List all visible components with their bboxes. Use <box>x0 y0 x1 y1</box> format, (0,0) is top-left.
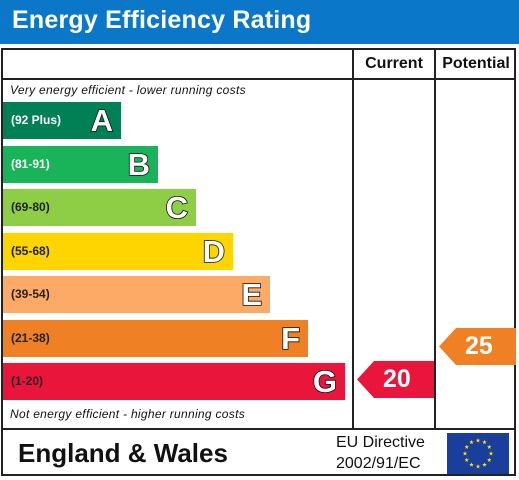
band-range-label: (39-54) <box>11 287 50 301</box>
eu-star-icon <box>486 457 492 462</box>
rating-band-g: (1-20) G <box>3 363 345 400</box>
rating-table-frame <box>1 48 516 476</box>
bottom-efficiency-note: Not energy efficient - higher running co… <box>10 407 246 421</box>
band-letter: D <box>202 233 226 270</box>
eu-flag-stars <box>462 438 494 469</box>
current-column-divider <box>352 48 354 430</box>
band-range-label: (81-91) <box>11 156 50 171</box>
rating-band-a: (92 Plus) A <box>3 102 121 139</box>
arrow-polygon <box>439 327 516 365</box>
band-range-label: (55-68) <box>11 243 50 258</box>
rating-band-c: (69-80) C <box>3 189 196 226</box>
eu-star-icon <box>482 462 487 467</box>
potential-rating-arrow: 25 <box>439 327 516 365</box>
eu-star-icon <box>464 444 470 449</box>
footer-divider <box>1 428 516 430</box>
eu-star-icon <box>469 462 474 467</box>
eu-star-icon <box>486 444 492 449</box>
arrow-polygon <box>357 361 434 398</box>
rating-band-e: (39-54) E <box>3 276 270 313</box>
chart-title: Energy Efficiency Rating <box>12 6 312 34</box>
arrow-shape <box>439 327 516 365</box>
eu-star-icon <box>482 439 487 445</box>
eu-star-icon <box>469 439 474 445</box>
rating-band-d: (55-68) D <box>3 232 233 270</box>
band-range-label: (69-80) <box>11 200 50 214</box>
column-header-divider <box>1 78 516 80</box>
potential-column-header: Potential <box>442 55 510 72</box>
eu-star-icon <box>488 451 494 456</box>
band-range-label: (92 Plus) <box>11 113 62 127</box>
eu-star-icon <box>475 438 481 443</box>
eu-directive-line1: EU Directive <box>336 434 425 451</box>
band-range-label: (21-38) <box>11 330 50 345</box>
rating-band-f: (21-38) F <box>3 319 308 357</box>
band-letter: A <box>90 102 114 139</box>
eu-star-icon <box>475 464 481 469</box>
band-letter: F <box>280 320 301 357</box>
band-letter: G <box>312 363 338 400</box>
eu-flag-icon <box>447 433 509 474</box>
current-rating-value: 20 <box>383 365 411 393</box>
current-column-header: Current <box>365 55 423 72</box>
band-letter: C <box>165 189 189 226</box>
eu-star-icon <box>462 451 468 456</box>
band-range-label: (1-20) <box>11 374 44 388</box>
eu-directive-line2: 2002/91/EC <box>336 455 421 472</box>
region-label: England & Wales <box>18 438 228 468</box>
eu-star-icon <box>464 457 470 462</box>
potential-column-divider <box>434 48 436 430</box>
potential-rating-value: 25 <box>465 331 493 360</box>
arrow-shape <box>357 361 434 398</box>
band-letter: E <box>241 276 263 313</box>
current-rating-arrow: 20 <box>357 361 434 398</box>
top-efficiency-note: Very energy efficient - lower running co… <box>10 83 246 97</box>
rating-band-b: (81-91) B <box>3 145 158 183</box>
band-letter: B <box>127 146 151 183</box>
header-bar: Energy Efficiency Rating <box>0 0 519 44</box>
